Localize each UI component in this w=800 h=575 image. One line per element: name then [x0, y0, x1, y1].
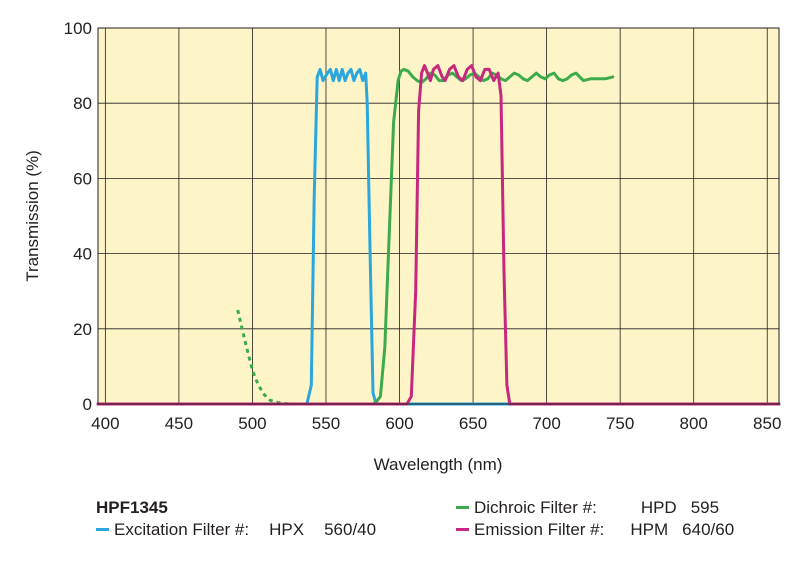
x-tick-label: 550 [312, 414, 340, 433]
emission-part: HPM [630, 520, 669, 539]
series-layer [96, 64, 781, 406]
dichroic-label: Dichroic Filter #: [474, 498, 597, 517]
series-line-emission-filter [96, 64, 781, 406]
x-axis-ticks: 400 450 500 550 600 650 700 750 800 850 [91, 414, 781, 433]
dichroic-swatch [456, 506, 469, 510]
transmission-chart: 0 20 40 60 80 100 400 450 500 550 600 650 700 750 800… [23, 19, 781, 474]
x-tick-label: 850 [753, 414, 781, 433]
y-tick-label: 80 [73, 94, 92, 113]
x-tick-label: 500 [238, 414, 266, 433]
emission-label: Emission Filter #: [474, 520, 605, 539]
x-tick-label: 750 [606, 414, 634, 433]
y-axis-ticks: 0 20 40 60 80 100 [64, 19, 92, 414]
x-tick-label: 800 [680, 414, 708, 433]
legend-title: HPF1345 [96, 498, 168, 517]
excitation-value: 560/40 [324, 520, 377, 539]
x-tick-label: 600 [385, 414, 413, 433]
excitation-label: Excitation Filter #: [114, 520, 250, 539]
excitation-part: HPX [269, 520, 305, 539]
legend-item-dichroic: Dichroic Filter #: HPD 595 [456, 497, 734, 519]
x-axis-label: Wavelength (nm) [374, 455, 503, 474]
y-tick-label: 0 [83, 395, 92, 414]
legend-right: Dichroic Filter #: HPD 595 Emission Filter… [456, 497, 734, 541]
x-tick-label: 400 [91, 414, 119, 433]
dichroic-part: HPD [640, 498, 677, 517]
series-line-dichroic-filter-short-wavelength [236, 309, 297, 406]
plot-frame [97, 27, 780, 405]
emission-swatch [456, 528, 469, 532]
excitation-swatch [96, 528, 109, 532]
legend-left: HPF1345 Excitation Filter #: HPX 560/40 [96, 497, 376, 541]
y-tick-label: 100 [64, 19, 92, 38]
legend-item-emission: Emission Filter #: HPM 640/60 [456, 519, 734, 541]
legend-item-excitation: Excitation Filter #: HPX 560/40 [96, 519, 376, 541]
plot-background [98, 28, 779, 404]
y-tick-label: 40 [73, 245, 92, 264]
dichroic-value: 595 [690, 498, 720, 517]
y-tick-label: 60 [73, 169, 92, 188]
emission-value: 640/60 [682, 520, 735, 539]
x-tick-label: 450 [165, 414, 193, 433]
x-tick-label: 650 [459, 414, 487, 433]
y-tick-label: 20 [73, 320, 92, 339]
x-tick-label: 700 [532, 414, 560, 433]
series-line-dichroic-filter [371, 67, 615, 406]
y-axis-label: Transmission (%) [23, 150, 42, 282]
series-line-excitation-filter [96, 67, 781, 406]
